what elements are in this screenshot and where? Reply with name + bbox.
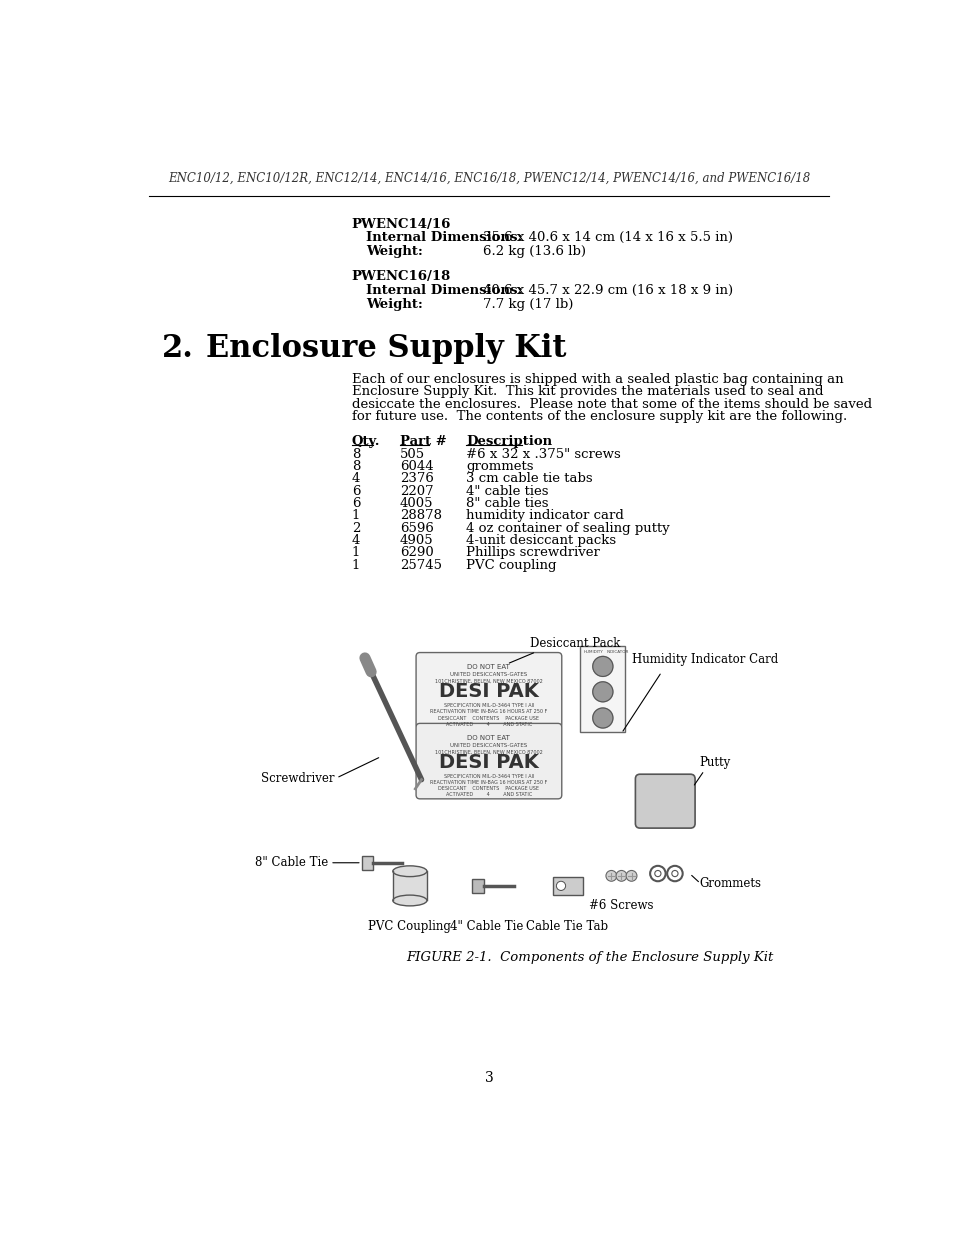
Text: DESICCANT    CONTENTS    PACKAGE USE: DESICCANT CONTENTS PACKAGE USE <box>438 787 538 792</box>
Text: desiccate the enclosures.  Please note that some of the items should be saved: desiccate the enclosures. Please note th… <box>352 398 871 411</box>
Text: 2.: 2. <box>162 333 193 364</box>
Text: 4" cable ties: 4" cable ties <box>466 484 548 498</box>
FancyBboxPatch shape <box>416 724 561 799</box>
Bar <box>393 871 427 900</box>
Text: 101CHRISTINE, BELEN, NEW MEXICO 87002: 101CHRISTINE, BELEN, NEW MEXICO 87002 <box>435 678 542 683</box>
Circle shape <box>556 882 565 890</box>
Text: DESI PAK: DESI PAK <box>438 682 538 701</box>
Text: 4905: 4905 <box>399 534 433 547</box>
Text: 28878: 28878 <box>399 509 441 522</box>
Text: UNITED DESICCANTS-GATES: UNITED DESICCANTS-GATES <box>450 743 527 748</box>
Text: Part #: Part # <box>399 435 446 447</box>
Circle shape <box>592 708 612 727</box>
Bar <box>553 877 582 895</box>
Text: PWENC14/16: PWENC14/16 <box>352 217 451 231</box>
Text: SPECIFICATION MIL-D-3464 TYPE I All: SPECIFICATION MIL-D-3464 TYPE I All <box>443 703 534 708</box>
Text: Cable Tie Tab: Cable Tie Tab <box>526 920 608 932</box>
Text: 4005: 4005 <box>399 496 433 510</box>
Text: 6290: 6290 <box>399 546 433 559</box>
Text: 2: 2 <box>352 521 359 535</box>
Text: 4-unit desiccant packs: 4-unit desiccant packs <box>466 534 616 547</box>
FancyBboxPatch shape <box>416 652 561 727</box>
Text: 1: 1 <box>352 509 359 522</box>
Text: 7.7 kg (17 lb): 7.7 kg (17 lb) <box>483 298 574 310</box>
FancyBboxPatch shape <box>635 774 695 829</box>
Circle shape <box>605 871 617 882</box>
Text: 4: 4 <box>352 472 359 485</box>
Text: Putty: Putty <box>699 756 729 769</box>
Text: 40.6 x 45.7 x 22.9 cm (16 x 18 x 9 in): 40.6 x 45.7 x 22.9 cm (16 x 18 x 9 in) <box>483 284 733 296</box>
Text: HUMIDITY: HUMIDITY <box>583 651 602 655</box>
Text: DESI PAK: DESI PAK <box>438 753 538 772</box>
Text: DO NOT EAT: DO NOT EAT <box>467 735 510 741</box>
Bar <box>361 856 373 869</box>
Text: 3: 3 <box>484 1071 493 1084</box>
Bar <box>472 879 484 893</box>
Text: REACTIVATION TIME IN-BAG 16 HOURS AT 250 F: REACTIVATION TIME IN-BAG 16 HOURS AT 250… <box>430 709 547 714</box>
Text: Weight:: Weight: <box>365 298 422 310</box>
Ellipse shape <box>393 895 427 906</box>
Text: ACTIVATED         4         AND STATIC: ACTIVATED 4 AND STATIC <box>445 721 532 726</box>
Text: ENC10/12, ENC10/12R, ENC12/14, ENC14/16, ENC16/18, PWENC12/14, PWENC14/16, and P: ENC10/12, ENC10/12R, ENC12/14, ENC14/16,… <box>168 172 809 185</box>
Text: Desiccant Pack: Desiccant Pack <box>530 637 619 651</box>
Text: DESICCANT    CONTENTS    PACKAGE USE: DESICCANT CONTENTS PACKAGE USE <box>438 715 538 720</box>
Text: 1: 1 <box>352 546 359 559</box>
Text: Humidity Indicator Card: Humidity Indicator Card <box>632 652 778 666</box>
Text: 2376: 2376 <box>399 472 434 485</box>
Circle shape <box>616 871 626 882</box>
Text: Screwdriver: Screwdriver <box>261 772 335 784</box>
Text: Description: Description <box>466 435 552 447</box>
Text: 6044: 6044 <box>399 461 433 473</box>
Text: Phillips screwdriver: Phillips screwdriver <box>466 546 599 559</box>
Text: #6 x 32 x .375" screws: #6 x 32 x .375" screws <box>466 448 620 461</box>
Text: FIGURE 2-1.  Components of the Enclosure Supply Kit: FIGURE 2-1. Components of the Enclosure … <box>406 951 773 963</box>
Circle shape <box>592 656 612 677</box>
Ellipse shape <box>393 866 427 877</box>
Text: 8: 8 <box>352 448 359 461</box>
Text: Grommets: Grommets <box>699 877 760 890</box>
Text: 25745: 25745 <box>399 558 441 572</box>
Text: grommets: grommets <box>466 461 534 473</box>
Text: 6: 6 <box>352 496 360 510</box>
Text: Enclosure Supply Kit.  This kit provides the materials used to seal and: Enclosure Supply Kit. This kit provides … <box>352 385 822 399</box>
Text: 8" Cable Tie: 8" Cable Tie <box>255 856 328 869</box>
Text: ACTIVATED         4         AND STATIC: ACTIVATED 4 AND STATIC <box>445 793 532 798</box>
Bar <box>579 646 624 732</box>
Text: Qty.: Qty. <box>352 435 380 447</box>
Text: 6: 6 <box>352 484 360 498</box>
Text: DO NOT EAT: DO NOT EAT <box>467 664 510 671</box>
Text: SPECIFICATION MIL-D-3464 TYPE I All: SPECIFICATION MIL-D-3464 TYPE I All <box>443 774 534 779</box>
Text: 1: 1 <box>352 558 359 572</box>
Text: 4: 4 <box>352 534 359 547</box>
Text: PWENC16/18: PWENC16/18 <box>352 270 451 283</box>
Text: 101CHRISTINE, BELEN, NEW MEXICO 87002: 101CHRISTINE, BELEN, NEW MEXICO 87002 <box>435 750 542 755</box>
Text: INDICATOR: INDICATOR <box>606 651 628 655</box>
Text: Internal Dimensions:: Internal Dimensions: <box>365 231 521 245</box>
Text: 4" Cable Tie: 4" Cable Tie <box>450 920 523 932</box>
Text: 6596: 6596 <box>399 521 434 535</box>
Text: 8: 8 <box>352 461 359 473</box>
Text: 505: 505 <box>399 448 424 461</box>
Text: 35.6 x 40.6 x 14 cm (14 x 16 x 5.5 in): 35.6 x 40.6 x 14 cm (14 x 16 x 5.5 in) <box>483 231 733 245</box>
Text: 6.2 kg (13.6 lb): 6.2 kg (13.6 lb) <box>483 246 586 258</box>
Text: Enclosure Supply Kit: Enclosure Supply Kit <box>206 333 566 364</box>
Text: humidity indicator card: humidity indicator card <box>466 509 623 522</box>
Text: Weight:: Weight: <box>365 246 422 258</box>
Circle shape <box>625 871 637 882</box>
Text: REACTIVATION TIME IN-BAG 16 HOURS AT 250 F: REACTIVATION TIME IN-BAG 16 HOURS AT 250… <box>430 781 547 785</box>
Text: 8" cable ties: 8" cable ties <box>466 496 548 510</box>
Text: PVC Coupling: PVC Coupling <box>368 920 451 932</box>
Text: #6 Screws: #6 Screws <box>589 899 653 911</box>
Text: for future use.  The contents of the enclosure supply kit are the following.: for future use. The contents of the encl… <box>352 410 846 424</box>
Text: Internal Dimensions:: Internal Dimensions: <box>365 284 521 296</box>
Text: UNITED DESICCANTS-GATES: UNITED DESICCANTS-GATES <box>450 672 527 677</box>
Text: 3 cm cable tie tabs: 3 cm cable tie tabs <box>466 472 593 485</box>
Circle shape <box>592 682 612 701</box>
Text: PVC coupling: PVC coupling <box>466 558 557 572</box>
Text: Each of our enclosures is shipped with a sealed plastic bag containing an: Each of our enclosures is shipped with a… <box>352 373 842 387</box>
Text: 4 oz container of sealing putty: 4 oz container of sealing putty <box>466 521 670 535</box>
Text: 2207: 2207 <box>399 484 433 498</box>
